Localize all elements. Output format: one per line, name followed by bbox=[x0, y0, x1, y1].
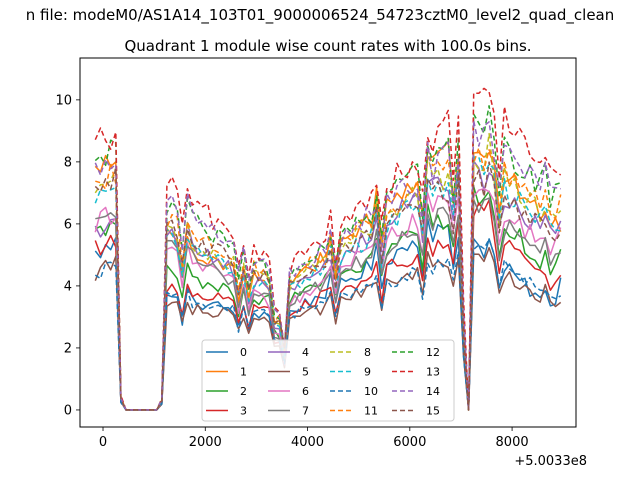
y-tick-label: 4 bbox=[64, 279, 72, 294]
series-line-13 bbox=[94, 87, 562, 411]
series-line-11 bbox=[95, 147, 562, 411]
x-tick-label: 4000 bbox=[291, 435, 324, 450]
x-tick-label: 2000 bbox=[189, 435, 222, 450]
legend-label-7: 7 bbox=[302, 405, 309, 418]
series-line-7 bbox=[95, 197, 561, 411]
axes-frame bbox=[79, 57, 577, 428]
legend-label-3: 3 bbox=[240, 405, 247, 418]
y-tick-label: 0 bbox=[64, 403, 72, 418]
legend-label-11: 11 bbox=[364, 405, 378, 418]
legend-label-2: 2 bbox=[240, 385, 247, 398]
series-line-8 bbox=[94, 132, 562, 411]
series-layer bbox=[94, 87, 562, 411]
y-tick-label: 8 bbox=[64, 155, 72, 170]
legend-label-1: 1 bbox=[240, 366, 247, 379]
legend-label-13: 13 bbox=[426, 366, 440, 379]
legend-label-15: 15 bbox=[426, 405, 440, 418]
legend-label-12: 12 bbox=[426, 346, 440, 359]
x-offset-label: +5.0033e8 bbox=[514, 454, 587, 469]
series-line-15 bbox=[94, 161, 562, 411]
x-tick-label: 6000 bbox=[393, 435, 426, 450]
legend-label-10: 10 bbox=[364, 385, 378, 398]
y-tick-label: 2 bbox=[64, 341, 72, 356]
x-axis: 0 2000 4000 6000 8000 bbox=[99, 427, 529, 450]
legend-label-6: 6 bbox=[302, 385, 309, 398]
series-line-10 bbox=[94, 238, 562, 411]
series-line-9 bbox=[94, 156, 561, 411]
x-tick-label: 0 bbox=[99, 435, 107, 450]
legend-label-8: 8 bbox=[364, 346, 371, 359]
legend-label-14: 14 bbox=[426, 385, 440, 398]
y-axis: 0 2 4 6 8 10 bbox=[55, 93, 80, 418]
legend-label-4: 4 bbox=[302, 346, 309, 359]
x-tick-label: 8000 bbox=[496, 435, 529, 450]
legend-label-5: 5 bbox=[302, 366, 309, 379]
legend-label-0: 0 bbox=[240, 346, 247, 359]
y-tick-label: 6 bbox=[64, 217, 72, 232]
y-tick-label: 10 bbox=[55, 93, 72, 108]
axes-title: Quadrant 1 module wise count rates with … bbox=[124, 37, 531, 55]
figure-suptitle: n file: modeM0/AS1A14_103T01_9000006524_… bbox=[26, 6, 615, 25]
series-line-14 bbox=[94, 119, 561, 411]
series-line-6 bbox=[94, 188, 562, 411]
series-line-3 bbox=[94, 199, 562, 411]
series-line-0 bbox=[94, 218, 562, 411]
legend-box bbox=[201, 339, 455, 422]
legend-label-9: 9 bbox=[364, 366, 371, 379]
